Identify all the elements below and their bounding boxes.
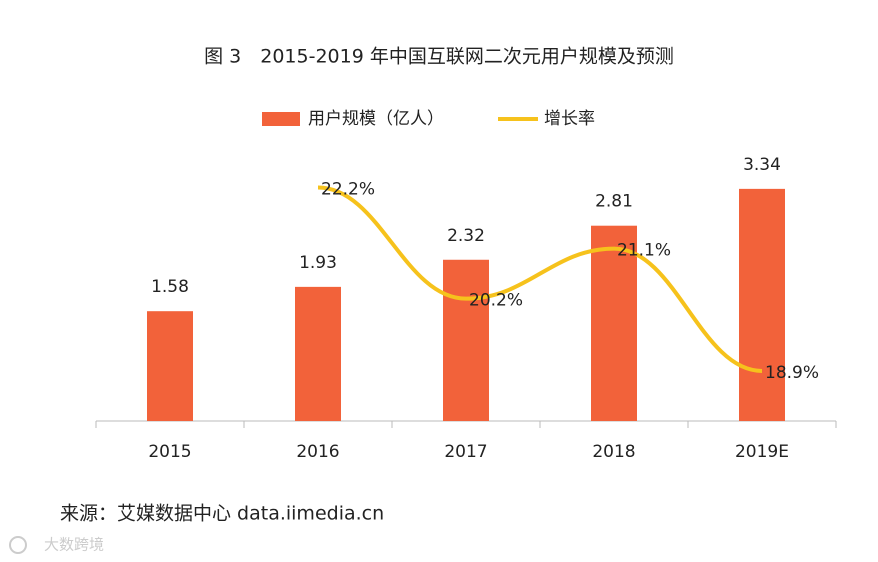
value-label: 1.93 bbox=[299, 253, 337, 273]
line bbox=[317, 185, 763, 373]
legend-swatch bbox=[262, 112, 300, 126]
x-tick-label: 2016 bbox=[296, 442, 339, 462]
legend-label: 增长率 bbox=[544, 109, 595, 129]
source: 来源：艾媒数据中心 data.iimedia.cn bbox=[60, 503, 384, 525]
x-tick-label: 2017 bbox=[444, 442, 487, 462]
value-label: 21.1% bbox=[617, 241, 671, 261]
x-tick-label: 2018 bbox=[592, 442, 635, 462]
value-label: 20.2% bbox=[469, 291, 523, 311]
bar bbox=[591, 225, 637, 421]
value-label: 2.32 bbox=[447, 226, 485, 246]
value-label: 18.9% bbox=[765, 363, 819, 383]
chart-title: 图 3 2015-2019 年中国互联网二次元用户规模及预测 bbox=[204, 46, 674, 68]
value-label: 22.2% bbox=[321, 179, 375, 199]
value-label: 1.58 bbox=[151, 277, 189, 297]
x-tick-label: 2015 bbox=[148, 442, 191, 462]
value-label: 2.81 bbox=[595, 192, 633, 212]
bar bbox=[295, 286, 341, 421]
bar bbox=[443, 259, 489, 421]
bar bbox=[147, 311, 193, 421]
value-label: 3.34 bbox=[743, 155, 781, 175]
watermark: 大数跨境 bbox=[44, 536, 104, 554]
x-tick-label: 2019E bbox=[735, 442, 789, 462]
watermark-icon bbox=[9, 536, 27, 554]
legend-label: 用户规模（亿人） bbox=[308, 109, 444, 129]
bar bbox=[739, 188, 785, 421]
